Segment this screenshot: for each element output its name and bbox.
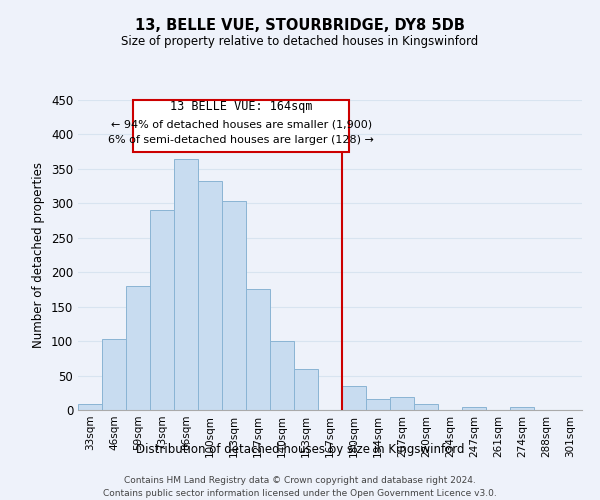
Text: Distribution of detached houses by size in Kingswinford: Distribution of detached houses by size …	[136, 442, 464, 456]
Bar	[246, 289, 270, 410]
Bar	[414, 404, 438, 410]
Bar	[390, 397, 414, 410]
Text: Size of property relative to detached houses in Kingswinford: Size of property relative to detached ho…	[121, 35, 479, 48]
Bar	[102, 339, 126, 410]
Bar	[78, 404, 102, 410]
Text: Contains public sector information licensed under the Open Government Licence v3: Contains public sector information licen…	[103, 489, 497, 498]
Text: ← 94% of detached houses are smaller (1,900): ← 94% of detached houses are smaller (1,…	[110, 119, 372, 129]
Y-axis label: Number of detached properties: Number of detached properties	[32, 162, 46, 348]
Text: 13 BELLE VUE: 164sqm: 13 BELLE VUE: 164sqm	[170, 100, 313, 114]
Text: 13, BELLE VUE, STOURBRIDGE, DY8 5DB: 13, BELLE VUE, STOURBRIDGE, DY8 5DB	[135, 18, 465, 32]
Bar	[270, 341, 294, 410]
Bar	[294, 370, 318, 410]
Bar	[126, 286, 150, 410]
Bar	[150, 210, 174, 410]
Bar	[222, 202, 246, 410]
Bar	[366, 399, 390, 410]
Bar	[462, 406, 486, 410]
Bar	[342, 386, 366, 410]
Bar	[510, 406, 534, 410]
Text: Contains HM Land Registry data © Crown copyright and database right 2024.: Contains HM Land Registry data © Crown c…	[124, 476, 476, 485]
Bar	[174, 158, 198, 410]
Bar	[198, 180, 222, 410]
FancyBboxPatch shape	[133, 100, 349, 152]
Text: 6% of semi-detached houses are larger (128) →: 6% of semi-detached houses are larger (1…	[108, 135, 374, 145]
